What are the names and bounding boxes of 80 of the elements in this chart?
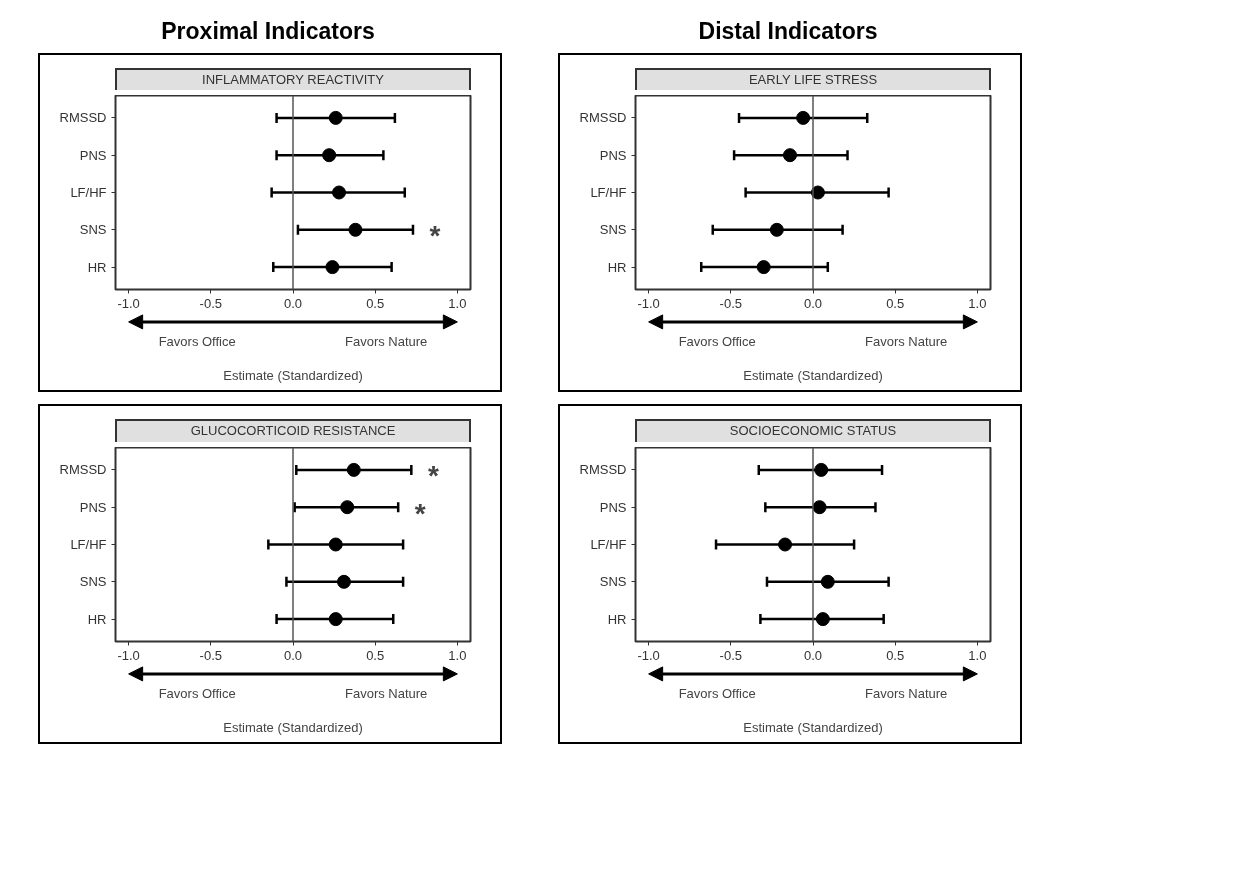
text: Favors Office bbox=[158, 686, 236, 702]
x-tick-label: 0.0 bbox=[283, 295, 303, 311]
x-tick-label: -1.0 bbox=[637, 647, 660, 663]
y-tick-label: PNS bbox=[599, 499, 627, 515]
point bbox=[328, 612, 343, 627]
y-tick-label: RMSSD bbox=[59, 110, 107, 126]
chart-subtitle: EARLY LIFE STRESS bbox=[748, 70, 878, 89]
point bbox=[782, 148, 797, 163]
y-tick-label: PNS bbox=[79, 499, 107, 515]
x-tick-label: -1.0 bbox=[117, 647, 140, 663]
point bbox=[346, 462, 361, 477]
text: Favors Nature bbox=[864, 686, 948, 702]
point bbox=[796, 111, 811, 126]
y-tick-label: SNS bbox=[79, 574, 107, 590]
y-tick-label: PNS bbox=[599, 148, 627, 164]
point bbox=[328, 111, 343, 126]
text: Favors Nature bbox=[344, 686, 428, 702]
y-tick-label: PNS bbox=[79, 148, 107, 164]
text: Favors Nature bbox=[344, 334, 428, 350]
annotation: * bbox=[427, 460, 439, 492]
point bbox=[325, 260, 340, 275]
x-tick-label: -1.0 bbox=[117, 295, 140, 311]
x-tick-label: 0.5 bbox=[366, 295, 385, 311]
point bbox=[756, 260, 771, 275]
annotation: * bbox=[414, 497, 426, 529]
point bbox=[340, 500, 355, 515]
y-tick-label: HR bbox=[607, 260, 627, 276]
point bbox=[769, 223, 784, 238]
y-tick-label: RMSSD bbox=[579, 462, 627, 478]
y-tick-label: RMSSD bbox=[59, 462, 107, 478]
y-tick-label: LF/HF bbox=[590, 536, 627, 552]
annotation: * bbox=[429, 220, 441, 252]
y-tick-label: HR bbox=[87, 611, 107, 627]
y-tick-label: SNS bbox=[599, 222, 627, 238]
text: Favors Nature bbox=[864, 334, 948, 350]
x-axis-title: Estimate (Standardized) bbox=[223, 719, 363, 735]
x-tick-label: 1.0 bbox=[448, 647, 467, 663]
point bbox=[322, 148, 337, 163]
x-tick-label: -1.0 bbox=[637, 295, 660, 311]
x-tick-label: -0.5 bbox=[719, 647, 743, 663]
y-tick-label: HR bbox=[87, 260, 107, 276]
y-tick-label: LF/HF bbox=[70, 536, 107, 552]
point bbox=[778, 537, 793, 552]
y-tick-label: LF/HF bbox=[590, 185, 627, 201]
x-tick-label: 1.0 bbox=[968, 295, 987, 311]
x-tick-label: 0.0 bbox=[803, 295, 823, 311]
x-tick-label: 0.5 bbox=[886, 295, 905, 311]
y-tick-label: RMSSD bbox=[579, 110, 627, 126]
x-axis-title: Estimate (Standardized) bbox=[743, 719, 883, 735]
point bbox=[336, 574, 351, 589]
y-tick-label: LF/HF bbox=[70, 185, 107, 201]
point bbox=[812, 500, 827, 515]
point bbox=[328, 537, 343, 552]
y-tick-label: SNS bbox=[79, 222, 107, 238]
point bbox=[348, 223, 363, 238]
point bbox=[820, 574, 835, 589]
chart-title: Proximal Indicators bbox=[161, 17, 375, 46]
text: Favors Office bbox=[678, 686, 756, 702]
x-tick-label: 1.0 bbox=[968, 647, 987, 663]
text: Favors Office bbox=[158, 334, 236, 350]
y-tick-label: SNS bbox=[599, 574, 627, 590]
x-tick-label: 0.5 bbox=[366, 647, 385, 663]
chart-title: Distal Indicators bbox=[698, 17, 878, 46]
point bbox=[332, 185, 347, 200]
x-axis-title: Estimate (Standardized) bbox=[223, 367, 363, 383]
x-tick-label: 1.0 bbox=[448, 295, 467, 311]
chart-subtitle: INFLAMMATORY REACTIVITY bbox=[202, 70, 384, 89]
x-tick-label: 0.5 bbox=[886, 647, 905, 663]
y-tick-label: HR bbox=[607, 611, 627, 627]
x-axis-title: Estimate (Standardized) bbox=[743, 367, 883, 383]
x-tick-label: 0.0 bbox=[283, 647, 303, 663]
chart-subtitle: GLUCOCORTICOID RESISTANCE bbox=[190, 422, 396, 441]
chart-subtitle: SOCIOECONOMIC STATUS bbox=[729, 422, 897, 441]
x-tick-label: -0.5 bbox=[199, 295, 223, 311]
x-tick-label: -0.5 bbox=[719, 295, 743, 311]
x-tick-label: 0.0 bbox=[803, 647, 823, 663]
point bbox=[814, 462, 829, 477]
text: Favors Office bbox=[678, 334, 756, 350]
x-tick-label: -0.5 bbox=[199, 647, 223, 663]
point bbox=[815, 612, 830, 627]
